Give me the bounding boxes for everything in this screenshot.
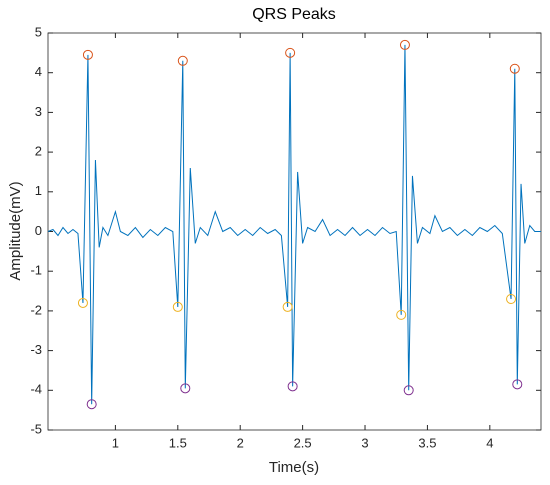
peak-marker [287, 381, 298, 392]
peak-marker [82, 49, 93, 60]
peak-marker [509, 63, 520, 74]
peak-marker [403, 385, 414, 396]
x-tick-label: 1.5 [169, 435, 187, 450]
y-tick-label: -4 [30, 382, 42, 397]
peak-marker [177, 55, 188, 66]
x-tick-label: 2.5 [294, 435, 312, 450]
y-tick-label: 3 [35, 104, 42, 119]
peak-marker [86, 399, 97, 410]
y-tick-label: -3 [30, 342, 42, 357]
peak-marker [399, 39, 410, 50]
x-tick-label: 2 [237, 435, 244, 450]
y-tick-label: 5 [35, 24, 42, 39]
chart-title: QRS Peaks [252, 6, 336, 23]
signal-line [47, 44, 541, 405]
x-tick-label: 4 [486, 435, 493, 450]
y-tick-label: 0 [35, 223, 42, 238]
peak-marker [506, 293, 517, 304]
peak-marker [282, 301, 293, 312]
x-tick-label: 3 [361, 435, 368, 450]
x-tick-label: 3.5 [418, 435, 436, 450]
y-tick-label: -5 [30, 421, 42, 436]
peak-marker [396, 309, 407, 320]
plot-area [47, 32, 542, 431]
y-tick-label: 2 [35, 144, 42, 159]
peak-marker [77, 297, 88, 308]
y-axis-label: Amplitude(mV) [7, 181, 24, 280]
y-tick-label: 4 [35, 64, 42, 79]
peak-marker [512, 379, 523, 390]
y-tick-label: -2 [30, 302, 42, 317]
peak-marker [172, 301, 183, 312]
y-tick-label: 1 [35, 183, 42, 198]
peak-marker [285, 47, 296, 58]
y-tick-label: -1 [30, 263, 42, 278]
x-axis-label: Time(s) [269, 459, 319, 476]
x-tick-label: 1 [112, 435, 119, 450]
peak-marker [180, 383, 191, 394]
